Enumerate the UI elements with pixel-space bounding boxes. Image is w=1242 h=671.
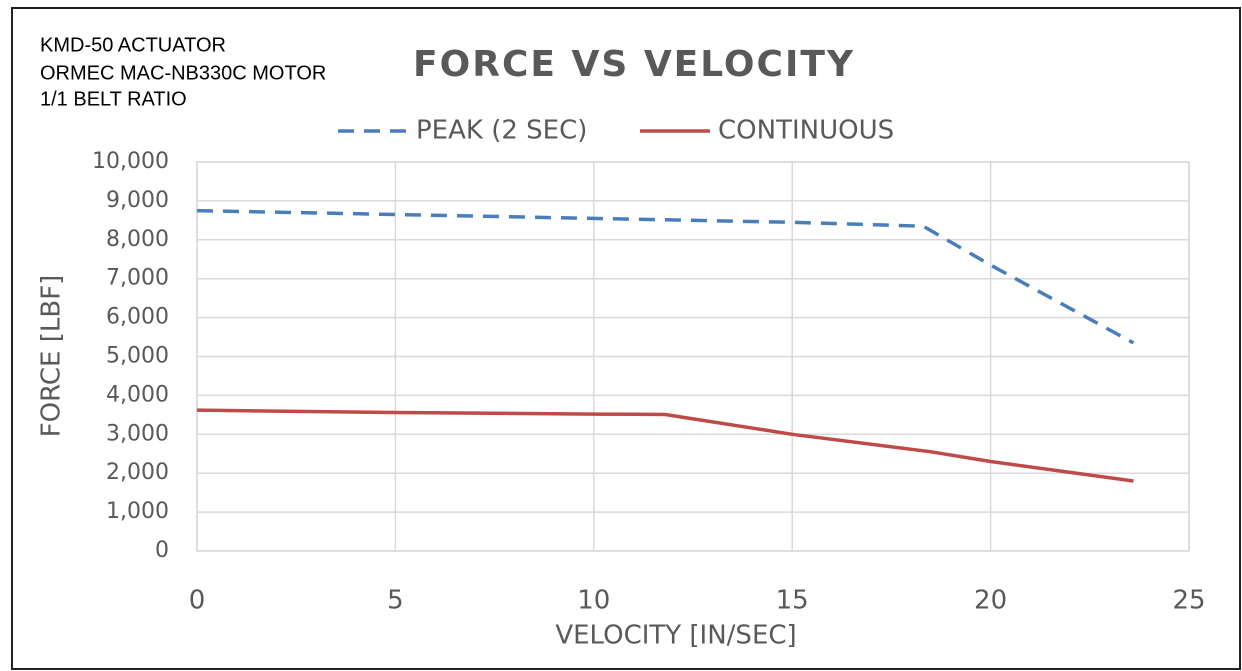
y-tick-label: 0	[155, 538, 169, 563]
x-tick-label: 15	[776, 586, 809, 616]
x-tick-label: 0	[189, 586, 206, 616]
y-tick-label: 8,000	[106, 227, 169, 252]
annotation: KMD-50 ACTUATOR	[40, 34, 226, 56]
x-tick-label: 25	[1172, 586, 1205, 616]
y-tick-label: 2,000	[106, 460, 169, 485]
y-tick-label: 3,000	[106, 421, 169, 446]
annotation: ORMEC MAC-NB330C MOTOR	[40, 62, 326, 84]
y-tick-label: 1,000	[106, 499, 169, 524]
plot-area	[196, 161, 1190, 552]
y-axis-label: FORCE [LBF]	[37, 275, 67, 438]
series-line	[196, 408, 1134, 483]
x-tick-label: 20	[974, 586, 1007, 616]
y-tick-label: 5,000	[106, 344, 169, 369]
legend-label: CONTINUOUS	[718, 116, 894, 146]
annotation: 1/1 BELT RATIO	[40, 88, 187, 110]
y-tick-label: 4,000	[106, 382, 169, 407]
y-tick-label: 7,000	[106, 266, 169, 291]
y-tick-label: 10,000	[92, 149, 169, 174]
x-axis-label: VELOCITY [IN/SEC]	[555, 621, 796, 651]
y-tick-label: 9,000	[106, 188, 169, 213]
x-tick-label: 5	[387, 586, 404, 616]
legend-label: PEAK (2 SEC)	[416, 116, 587, 146]
chart-title: FORCE VS VELOCITY	[413, 44, 855, 85]
y-tick-label: 6,000	[106, 305, 169, 330]
x-tick-label: 10	[577, 586, 610, 616]
frame	[11, 7, 1241, 670]
